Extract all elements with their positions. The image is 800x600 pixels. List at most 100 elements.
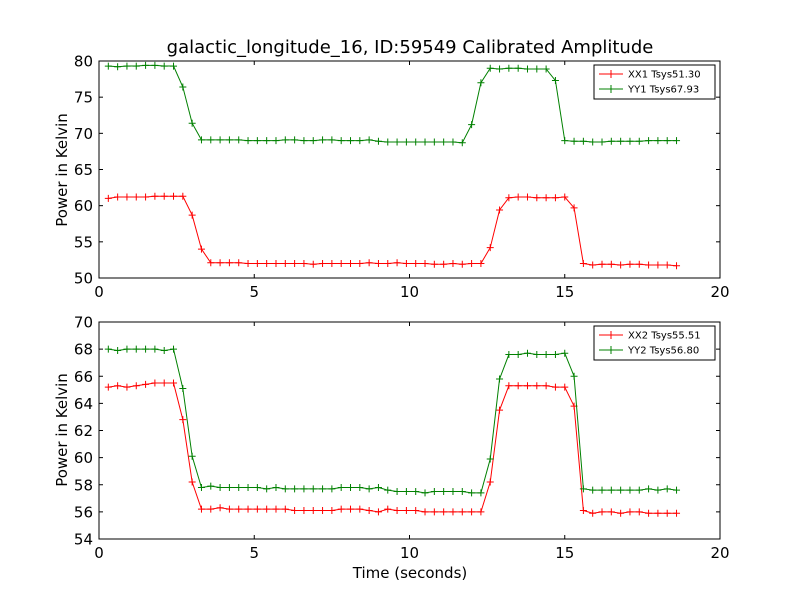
bottom-y-axis-label: Power in Kelvin [53, 373, 71, 487]
bottom-series-1-point [281, 485, 289, 493]
bottom-series-0-point [617, 509, 625, 517]
top-series-1-point [225, 136, 233, 144]
bottom-series-0-point [384, 505, 392, 513]
bottom-y-tick-label: 56 [74, 503, 93, 521]
bottom-x-tick-label: 20 [710, 544, 729, 562]
top-series-0-point [160, 192, 168, 200]
bottom-series-0-point [673, 509, 681, 517]
top-series-0-point [598, 260, 606, 268]
top-series-1-point [104, 62, 112, 70]
top-legend-label-xx1: XX1 Tsys51.30 [628, 70, 701, 81]
bottom-series-0-point [412, 507, 420, 515]
bottom-series-1-point [402, 488, 410, 496]
top-series-0-point [374, 260, 382, 268]
bottom-series-1-point [468, 489, 476, 497]
bottom-series-0-point [402, 507, 410, 515]
bottom-series-1-point [309, 485, 317, 493]
bottom-series-0-point [393, 507, 401, 515]
top-series-1-point [673, 137, 681, 145]
top-series-0-point [635, 260, 643, 268]
bottom-series-0-point [263, 505, 271, 513]
top-series-0-point [486, 244, 494, 252]
top-series-0-point [179, 192, 187, 200]
top-series-1-point [132, 62, 140, 70]
top-series-0-point [207, 259, 215, 267]
bottom-series-0-point [468, 508, 476, 516]
top-series-1-point [533, 65, 541, 73]
bottom-series-0-point [114, 382, 122, 390]
bottom-series-1-point [579, 485, 587, 493]
bottom-y-tick-label: 68 [74, 341, 93, 359]
top-series-0-point [384, 260, 392, 268]
bottom-series-1-point [523, 349, 531, 357]
bottom-series-0-point [216, 504, 224, 512]
top-series-0-point [142, 193, 150, 201]
bottom-series-0-point [514, 382, 522, 390]
top-series-0-point [617, 261, 625, 269]
top-series-0-point [291, 260, 299, 268]
top-series-1-point [458, 139, 466, 147]
top-series-0-point [151, 192, 159, 200]
top-x-tick-label: 0 [94, 283, 104, 301]
top-series-1-point [551, 77, 559, 85]
top-series-1-point [253, 137, 261, 145]
bottom-series-0-point [132, 382, 140, 390]
bottom-series-1-point [356, 483, 364, 491]
bottom-series-0-point [244, 505, 252, 513]
bottom-series-1-point [123, 345, 131, 353]
top-series-1-point [114, 63, 122, 71]
top-series-0-point [197, 245, 205, 253]
top-series-1-point [197, 136, 205, 144]
bottom-x-tick-label: 0 [94, 544, 104, 562]
top-series-0-point [430, 260, 438, 268]
bottom-series-0-point [458, 508, 466, 516]
bottom-series-0-point [319, 507, 327, 515]
bottom-series-1-point [197, 483, 205, 491]
bottom-series-0-point [551, 383, 559, 391]
top-series-1-point [281, 136, 289, 144]
top-series-1-point [347, 137, 355, 145]
bottom-series-0-point [123, 383, 131, 391]
bottom-series-1-point [207, 482, 215, 490]
bottom-y-tick-label: 54 [74, 531, 93, 549]
bottom-series-1-point [319, 485, 327, 493]
bottom-series-0-point [356, 505, 364, 513]
top-series-1-point [579, 137, 587, 145]
top-series-1-point [617, 137, 625, 145]
top-series-0-point [551, 194, 559, 202]
bottom-series-1-point [253, 483, 261, 491]
bottom-series-1-point [104, 345, 112, 353]
top-series-0-point [263, 260, 271, 268]
top-series-1-point [607, 137, 615, 145]
bottom-panel: Power in Kelvin Time (seconds) 0 5 10 15 20 5… [53, 314, 730, 583]
top-series-1-point [309, 137, 317, 145]
top-series-0-point [356, 260, 364, 268]
top-axis-ticks: 0 5 10 15 20 50 55 60 65 70 75 80 [74, 53, 730, 302]
top-legend-frame [593, 64, 716, 100]
top-series-line-0 [108, 195, 677, 267]
bottom-series-1-point [505, 351, 513, 359]
bottom-series-1-point [337, 483, 345, 491]
bottom-series-0-point [337, 505, 345, 513]
top-series-1-point [402, 138, 410, 146]
top-series-0-point [542, 194, 550, 202]
bottom-series-0-point [374, 508, 382, 516]
bottom-series-1-point [179, 384, 187, 392]
bottom-series-1-point [626, 486, 634, 494]
bottom-series-1-point [570, 372, 578, 380]
bottom-legend-frame [593, 325, 716, 361]
top-series-0-point [468, 260, 476, 268]
bottom-x-tick-label: 5 [249, 544, 259, 562]
bottom-series-0-point [542, 382, 550, 390]
bottom-series-0-point [272, 505, 280, 513]
top-series-0-point [104, 194, 112, 202]
top-series-0-point [412, 260, 420, 268]
top-series-0-point [253, 260, 261, 268]
top-series-0-point [514, 193, 522, 201]
bottom-series-0-point [207, 505, 215, 513]
bottom-series-0-point [626, 508, 634, 516]
bottom-series-1-point [328, 485, 336, 493]
bottom-series-1-point [160, 346, 168, 354]
bottom-series-1-point [654, 486, 662, 494]
